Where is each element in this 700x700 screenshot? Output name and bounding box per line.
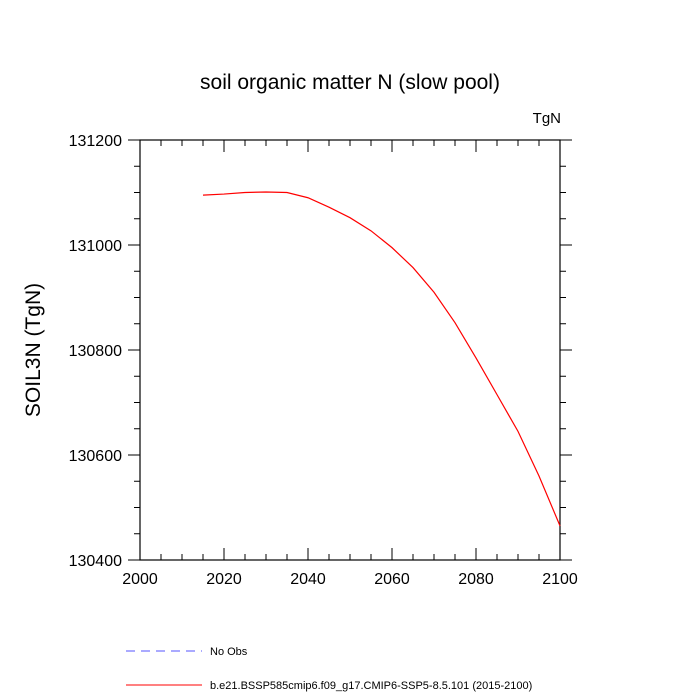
y-axis-label: SOIL3N (TgN)	[22, 283, 45, 417]
y-tick-label: 130400	[69, 553, 122, 570]
axis-ticks: 2000 2020 2040 2060 2080 2100 130400 130600 1308…	[69, 133, 578, 588]
x-tick-label: 2080	[458, 571, 494, 588]
x-tick-label: 2060	[374, 571, 410, 588]
series-group	[202, 191, 561, 527]
y-tick-label: 130800	[69, 343, 122, 360]
legend-label: No Obs	[210, 646, 248, 658]
series-line	[202, 191, 561, 527]
x-tick-label: 2100	[542, 571, 578, 588]
x-tick-label: 2000	[122, 571, 158, 588]
units-label: TgN	[533, 110, 561, 127]
x-tick-label: 2020	[206, 571, 242, 588]
chart-title: soil organic matter N (slow pool)	[200, 71, 500, 94]
y-tick-label: 130600	[69, 448, 122, 465]
x-tick-label: 2040	[290, 571, 326, 588]
y-tick-label: 131000	[69, 238, 122, 255]
legend-label: b.e21.BSSP585cmip6.f09_g17.CMIP6-SSP5-8.…	[210, 680, 532, 692]
legend: No Obs b.e21.BSSP585cmip6.f09_g17.CMIP6-S…	[126, 646, 532, 692]
y-tick-label: 131200	[69, 133, 122, 150]
plot-area	[139, 139, 561, 561]
